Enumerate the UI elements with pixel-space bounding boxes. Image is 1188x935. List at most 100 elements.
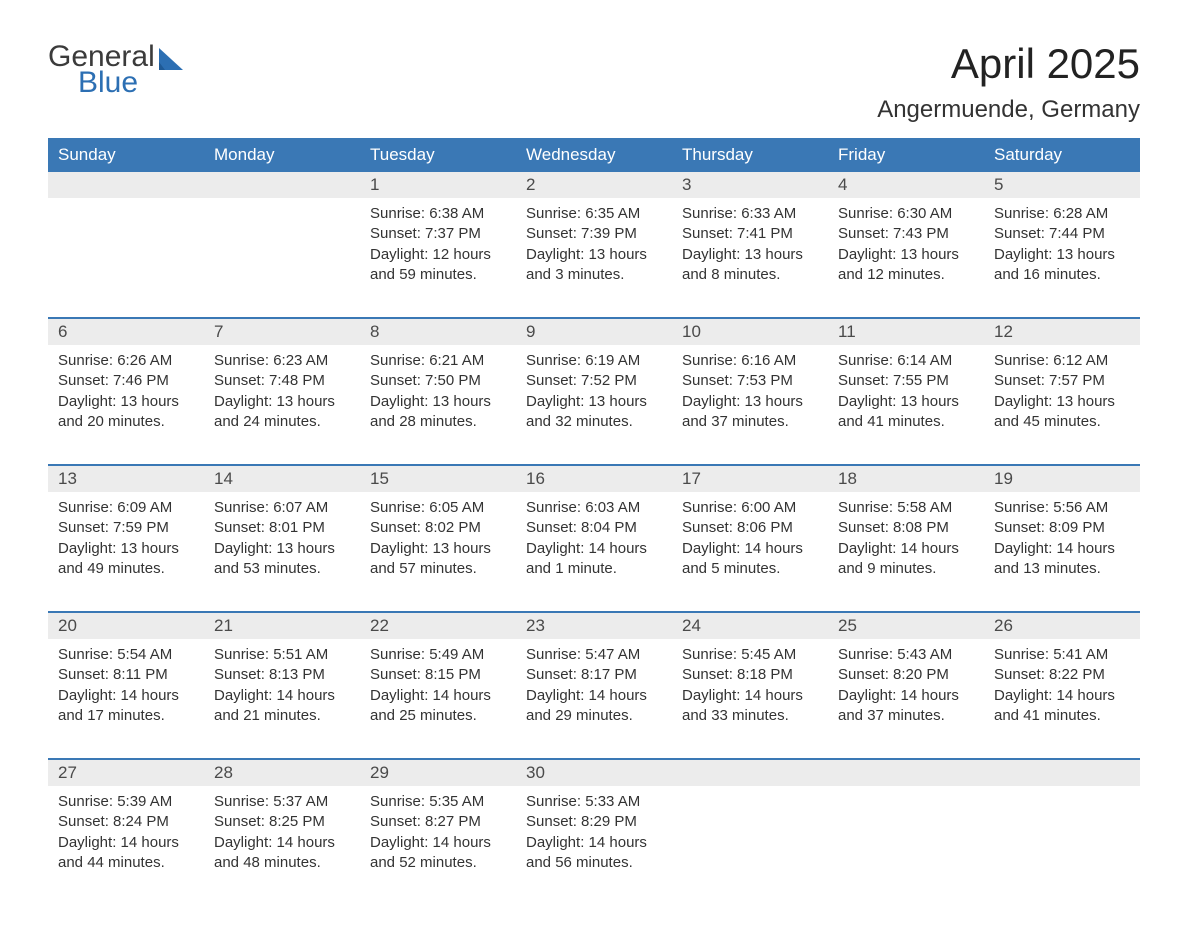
daylight-line-2: and 37 minutes. xyxy=(682,412,818,432)
sunset-line: Sunset: 8:06 PM xyxy=(682,518,818,538)
daylight-line-2: and 37 minutes. xyxy=(838,706,974,726)
day-number: 18 xyxy=(828,466,984,492)
logo-sail-icon xyxy=(159,48,185,70)
day-number: 3 xyxy=(672,172,828,198)
daylight-line-1: Daylight: 13 hours xyxy=(58,392,194,412)
sunrise-line: Sunrise: 5:41 AM xyxy=(994,645,1130,665)
daylight-line-1: Daylight: 13 hours xyxy=(214,392,350,412)
logo: General Blue xyxy=(48,40,185,100)
sunset-line: Sunset: 8:29 PM xyxy=(526,812,662,832)
sunset-line: Sunset: 7:46 PM xyxy=(58,371,194,391)
sunrise-line: Sunrise: 6:07 AM xyxy=(214,498,350,518)
daylight-line-2: and 20 minutes. xyxy=(58,412,194,432)
sunset-line: Sunset: 8:04 PM xyxy=(526,518,662,538)
day-number: 21 xyxy=(204,613,360,639)
daylight-line-1: Daylight: 14 hours xyxy=(994,539,1130,559)
daylight-line-2: and 29 minutes. xyxy=(526,706,662,726)
daylight-line-1: Daylight: 13 hours xyxy=(994,245,1130,265)
daylight-line-1: Daylight: 14 hours xyxy=(370,833,506,853)
day-number: 29 xyxy=(360,760,516,786)
day-number: 12 xyxy=(984,319,1140,345)
logo-text-blue: Blue xyxy=(78,66,138,100)
sunrise-line: Sunrise: 5:58 AM xyxy=(838,498,974,518)
dow-tuesday: Tuesday xyxy=(360,138,516,172)
daynum-row: 6789101112 xyxy=(48,319,1140,345)
dow-saturday: Saturday xyxy=(984,138,1140,172)
sunrise-line: Sunrise: 6:14 AM xyxy=(838,351,974,371)
day-cell: Sunrise: 6:38 AMSunset: 7:37 PMDaylight:… xyxy=(360,198,516,307)
sunset-line: Sunset: 8:24 PM xyxy=(58,812,194,832)
day-number: 1 xyxy=(360,172,516,198)
daylight-line-1: Daylight: 13 hours xyxy=(994,392,1130,412)
daylight-line-1: Daylight: 14 hours xyxy=(214,686,350,706)
sunrise-line: Sunrise: 5:47 AM xyxy=(526,645,662,665)
sunset-line: Sunset: 7:37 PM xyxy=(370,224,506,244)
daylight-line-1: Daylight: 14 hours xyxy=(526,539,662,559)
sunset-line: Sunset: 7:55 PM xyxy=(838,371,974,391)
day-number: 5 xyxy=(984,172,1140,198)
daynum-row: 13141516171819 xyxy=(48,466,1140,492)
sunset-line: Sunset: 8:18 PM xyxy=(682,665,818,685)
daylight-line-1: Daylight: 14 hours xyxy=(58,686,194,706)
sunset-line: Sunset: 7:52 PM xyxy=(526,371,662,391)
sunrise-line: Sunrise: 5:51 AM xyxy=(214,645,350,665)
sunrise-line: Sunrise: 6:35 AM xyxy=(526,204,662,224)
daylight-line-1: Daylight: 13 hours xyxy=(526,245,662,265)
daylight-line-2: and 32 minutes. xyxy=(526,412,662,432)
dow-thursday: Thursday xyxy=(672,138,828,172)
day-cell: Sunrise: 5:45 AMSunset: 8:18 PMDaylight:… xyxy=(672,639,828,748)
day-number: 7 xyxy=(204,319,360,345)
sunset-line: Sunset: 7:53 PM xyxy=(682,371,818,391)
day-number: 19 xyxy=(984,466,1140,492)
day-cell: Sunrise: 5:54 AMSunset: 8:11 PMDaylight:… xyxy=(48,639,204,748)
sunset-line: Sunset: 8:20 PM xyxy=(838,665,974,685)
daylight-line-1: Daylight: 14 hours xyxy=(838,686,974,706)
day-number: 24 xyxy=(672,613,828,639)
days-of-week-header: Sunday Monday Tuesday Wednesday Thursday… xyxy=(48,138,1140,172)
daylight-line-2: and 13 minutes. xyxy=(994,559,1130,579)
day-number: 16 xyxy=(516,466,672,492)
daylight-line-1: Daylight: 13 hours xyxy=(682,245,818,265)
day-cell xyxy=(48,198,204,307)
day-number: 26 xyxy=(984,613,1140,639)
sunset-line: Sunset: 8:11 PM xyxy=(58,665,194,685)
daylight-line-1: Daylight: 13 hours xyxy=(526,392,662,412)
sunrise-line: Sunrise: 6:03 AM xyxy=(526,498,662,518)
sunrise-line: Sunrise: 5:45 AM xyxy=(682,645,818,665)
daylight-line-1: Daylight: 13 hours xyxy=(838,392,974,412)
daylight-line-2: and 1 minute. xyxy=(526,559,662,579)
day-cell xyxy=(984,786,1140,895)
day-cell: Sunrise: 5:58 AMSunset: 8:08 PMDaylight:… xyxy=(828,492,984,601)
day-cell: Sunrise: 5:37 AMSunset: 8:25 PMDaylight:… xyxy=(204,786,360,895)
sunset-line: Sunset: 7:57 PM xyxy=(994,371,1130,391)
daylight-line-1: Daylight: 14 hours xyxy=(526,833,662,853)
sunrise-line: Sunrise: 6:28 AM xyxy=(994,204,1130,224)
sunrise-line: Sunrise: 6:09 AM xyxy=(58,498,194,518)
daylight-line-2: and 44 minutes. xyxy=(58,853,194,873)
daylight-line-1: Daylight: 12 hours xyxy=(370,245,506,265)
sunset-line: Sunset: 8:25 PM xyxy=(214,812,350,832)
month-title: April 2025 xyxy=(877,40,1140,88)
day-cell: Sunrise: 6:26 AMSunset: 7:46 PMDaylight:… xyxy=(48,345,204,454)
day-number: 4 xyxy=(828,172,984,198)
daylight-line-1: Daylight: 13 hours xyxy=(682,392,818,412)
daylight-line-2: and 48 minutes. xyxy=(214,853,350,873)
day-number: 27 xyxy=(48,760,204,786)
sunrise-line: Sunrise: 6:30 AM xyxy=(838,204,974,224)
day-number: 22 xyxy=(360,613,516,639)
day-cell: Sunrise: 6:05 AMSunset: 8:02 PMDaylight:… xyxy=(360,492,516,601)
daylight-line-1: Daylight: 14 hours xyxy=(838,539,974,559)
sunrise-line: Sunrise: 6:12 AM xyxy=(994,351,1130,371)
sunset-line: Sunset: 8:13 PM xyxy=(214,665,350,685)
day-cell: Sunrise: 6:19 AMSunset: 7:52 PMDaylight:… xyxy=(516,345,672,454)
day-cell: Sunrise: 5:47 AMSunset: 8:17 PMDaylight:… xyxy=(516,639,672,748)
day-cell: Sunrise: 6:07 AMSunset: 8:01 PMDaylight:… xyxy=(204,492,360,601)
sunrise-line: Sunrise: 6:05 AM xyxy=(370,498,506,518)
dow-friday: Friday xyxy=(828,138,984,172)
daylight-line-1: Daylight: 14 hours xyxy=(994,686,1130,706)
day-number: 15 xyxy=(360,466,516,492)
day-cell: Sunrise: 6:00 AMSunset: 8:06 PMDaylight:… xyxy=(672,492,828,601)
daylight-line-2: and 8 minutes. xyxy=(682,265,818,285)
dow-monday: Monday xyxy=(204,138,360,172)
sunset-line: Sunset: 7:50 PM xyxy=(370,371,506,391)
